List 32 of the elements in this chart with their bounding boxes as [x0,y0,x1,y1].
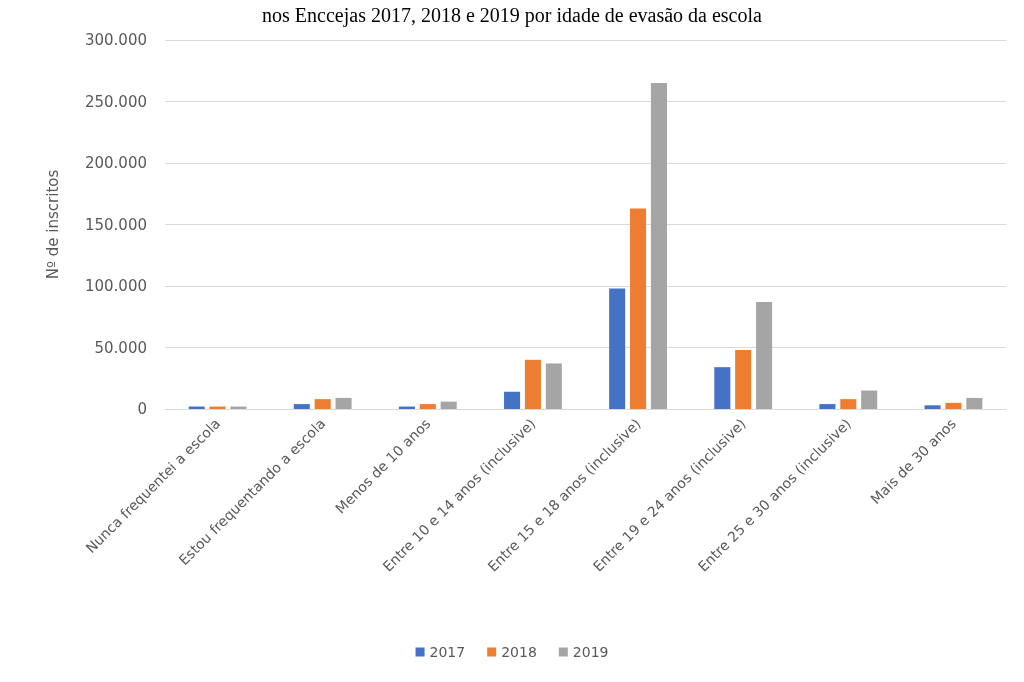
bar [419,404,436,409]
bar [714,367,731,409]
bar [524,359,541,409]
bar [545,363,562,409]
y-tick-label: 150.000 [84,215,147,234]
bar [861,390,878,409]
bar [966,397,983,409]
bar [756,301,773,409]
y-tick-label: 200.000 [84,154,147,172]
bar [440,401,457,409]
bar [840,399,857,409]
bar [335,397,352,409]
bar [504,391,521,409]
bar [945,402,962,409]
bar [609,288,626,409]
legend-label: 2017 [429,644,466,660]
y-tick-label: 100.000 [84,277,147,295]
legend-label: 2018 [501,644,537,660]
y-tick-label: 250.000 [84,92,147,111]
chart-title: nos Enccejas 2017, 2018 e 2019 por idade de evasão da escola [262,4,763,27]
y-tick-label: 0 [137,400,147,418]
bar [735,349,752,409]
bar [924,405,941,409]
y-axis-title: Nº de inscritos [43,169,62,280]
bar [819,404,836,409]
y-tick-label: 50.000 [94,338,147,357]
bar [630,208,647,409]
bar [314,399,331,409]
bar [293,404,310,409]
legend-label: 2019 [572,644,609,660]
y-tick-label: 300.000 [84,31,147,49]
bar [650,83,667,409]
